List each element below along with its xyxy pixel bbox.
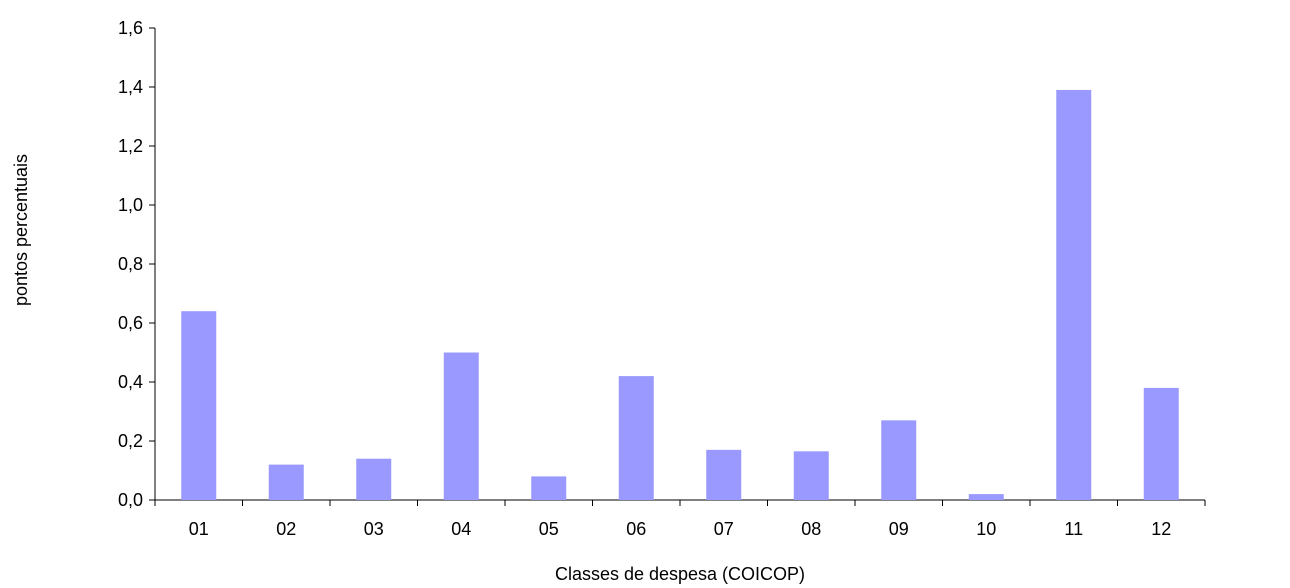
bar-02 [268, 464, 304, 500]
bar-10 [968, 494, 1004, 500]
bar-series [181, 89, 1179, 500]
y-tick-label: 1,0 [118, 195, 143, 215]
x-tick-label: 04 [451, 519, 471, 539]
y-tick-label: 0,2 [118, 431, 143, 451]
x-tick-label: 01 [189, 519, 209, 539]
x-tick-label: 02 [276, 519, 296, 539]
x-tick-label: 11 [1064, 519, 1083, 539]
x-tick-label: 12 [1151, 519, 1171, 539]
x-tick-label: 05 [539, 519, 559, 539]
y-tick-label: 1,2 [118, 136, 143, 156]
bar-04 [443, 352, 479, 500]
bar-01 [181, 311, 217, 500]
x-tick-label: 03 [364, 519, 384, 539]
bar-11 [1056, 89, 1092, 500]
bar-03 [356, 458, 392, 500]
bar-12 [1143, 387, 1179, 500]
x-axis-title: Classes de despesa (COICOP) [555, 564, 805, 584]
y-axis: 0,0 0,2 0,4 0,6 0,8 1,0 1,2 1,4 1,6 [118, 18, 156, 510]
x-tick-label: 10 [976, 519, 996, 539]
x-tick-label: 08 [801, 519, 821, 539]
x-tick-label: 06 [626, 519, 646, 539]
y-tick-label: 1,4 [118, 77, 143, 97]
x-axis: 01 02 03 04 05 06 07 08 09 10 11 12 [154, 499, 1206, 539]
y-tick-label: 1,6 [118, 18, 143, 38]
y-axis-title: pontos percentuais [11, 154, 31, 306]
y-tick-label: 0,6 [118, 313, 143, 333]
x-tick-label: 09 [889, 519, 909, 539]
bar-09 [881, 420, 917, 500]
x-tick-label: 07 [714, 519, 734, 539]
y-tick-label: 0,0 [118, 490, 143, 510]
bar-06 [618, 376, 654, 500]
bar-07 [706, 449, 742, 500]
bar-08 [793, 451, 829, 500]
y-tick-label: 0,8 [118, 254, 143, 274]
y-tick-label: 0,4 [118, 372, 143, 392]
bar-05 [531, 476, 567, 500]
